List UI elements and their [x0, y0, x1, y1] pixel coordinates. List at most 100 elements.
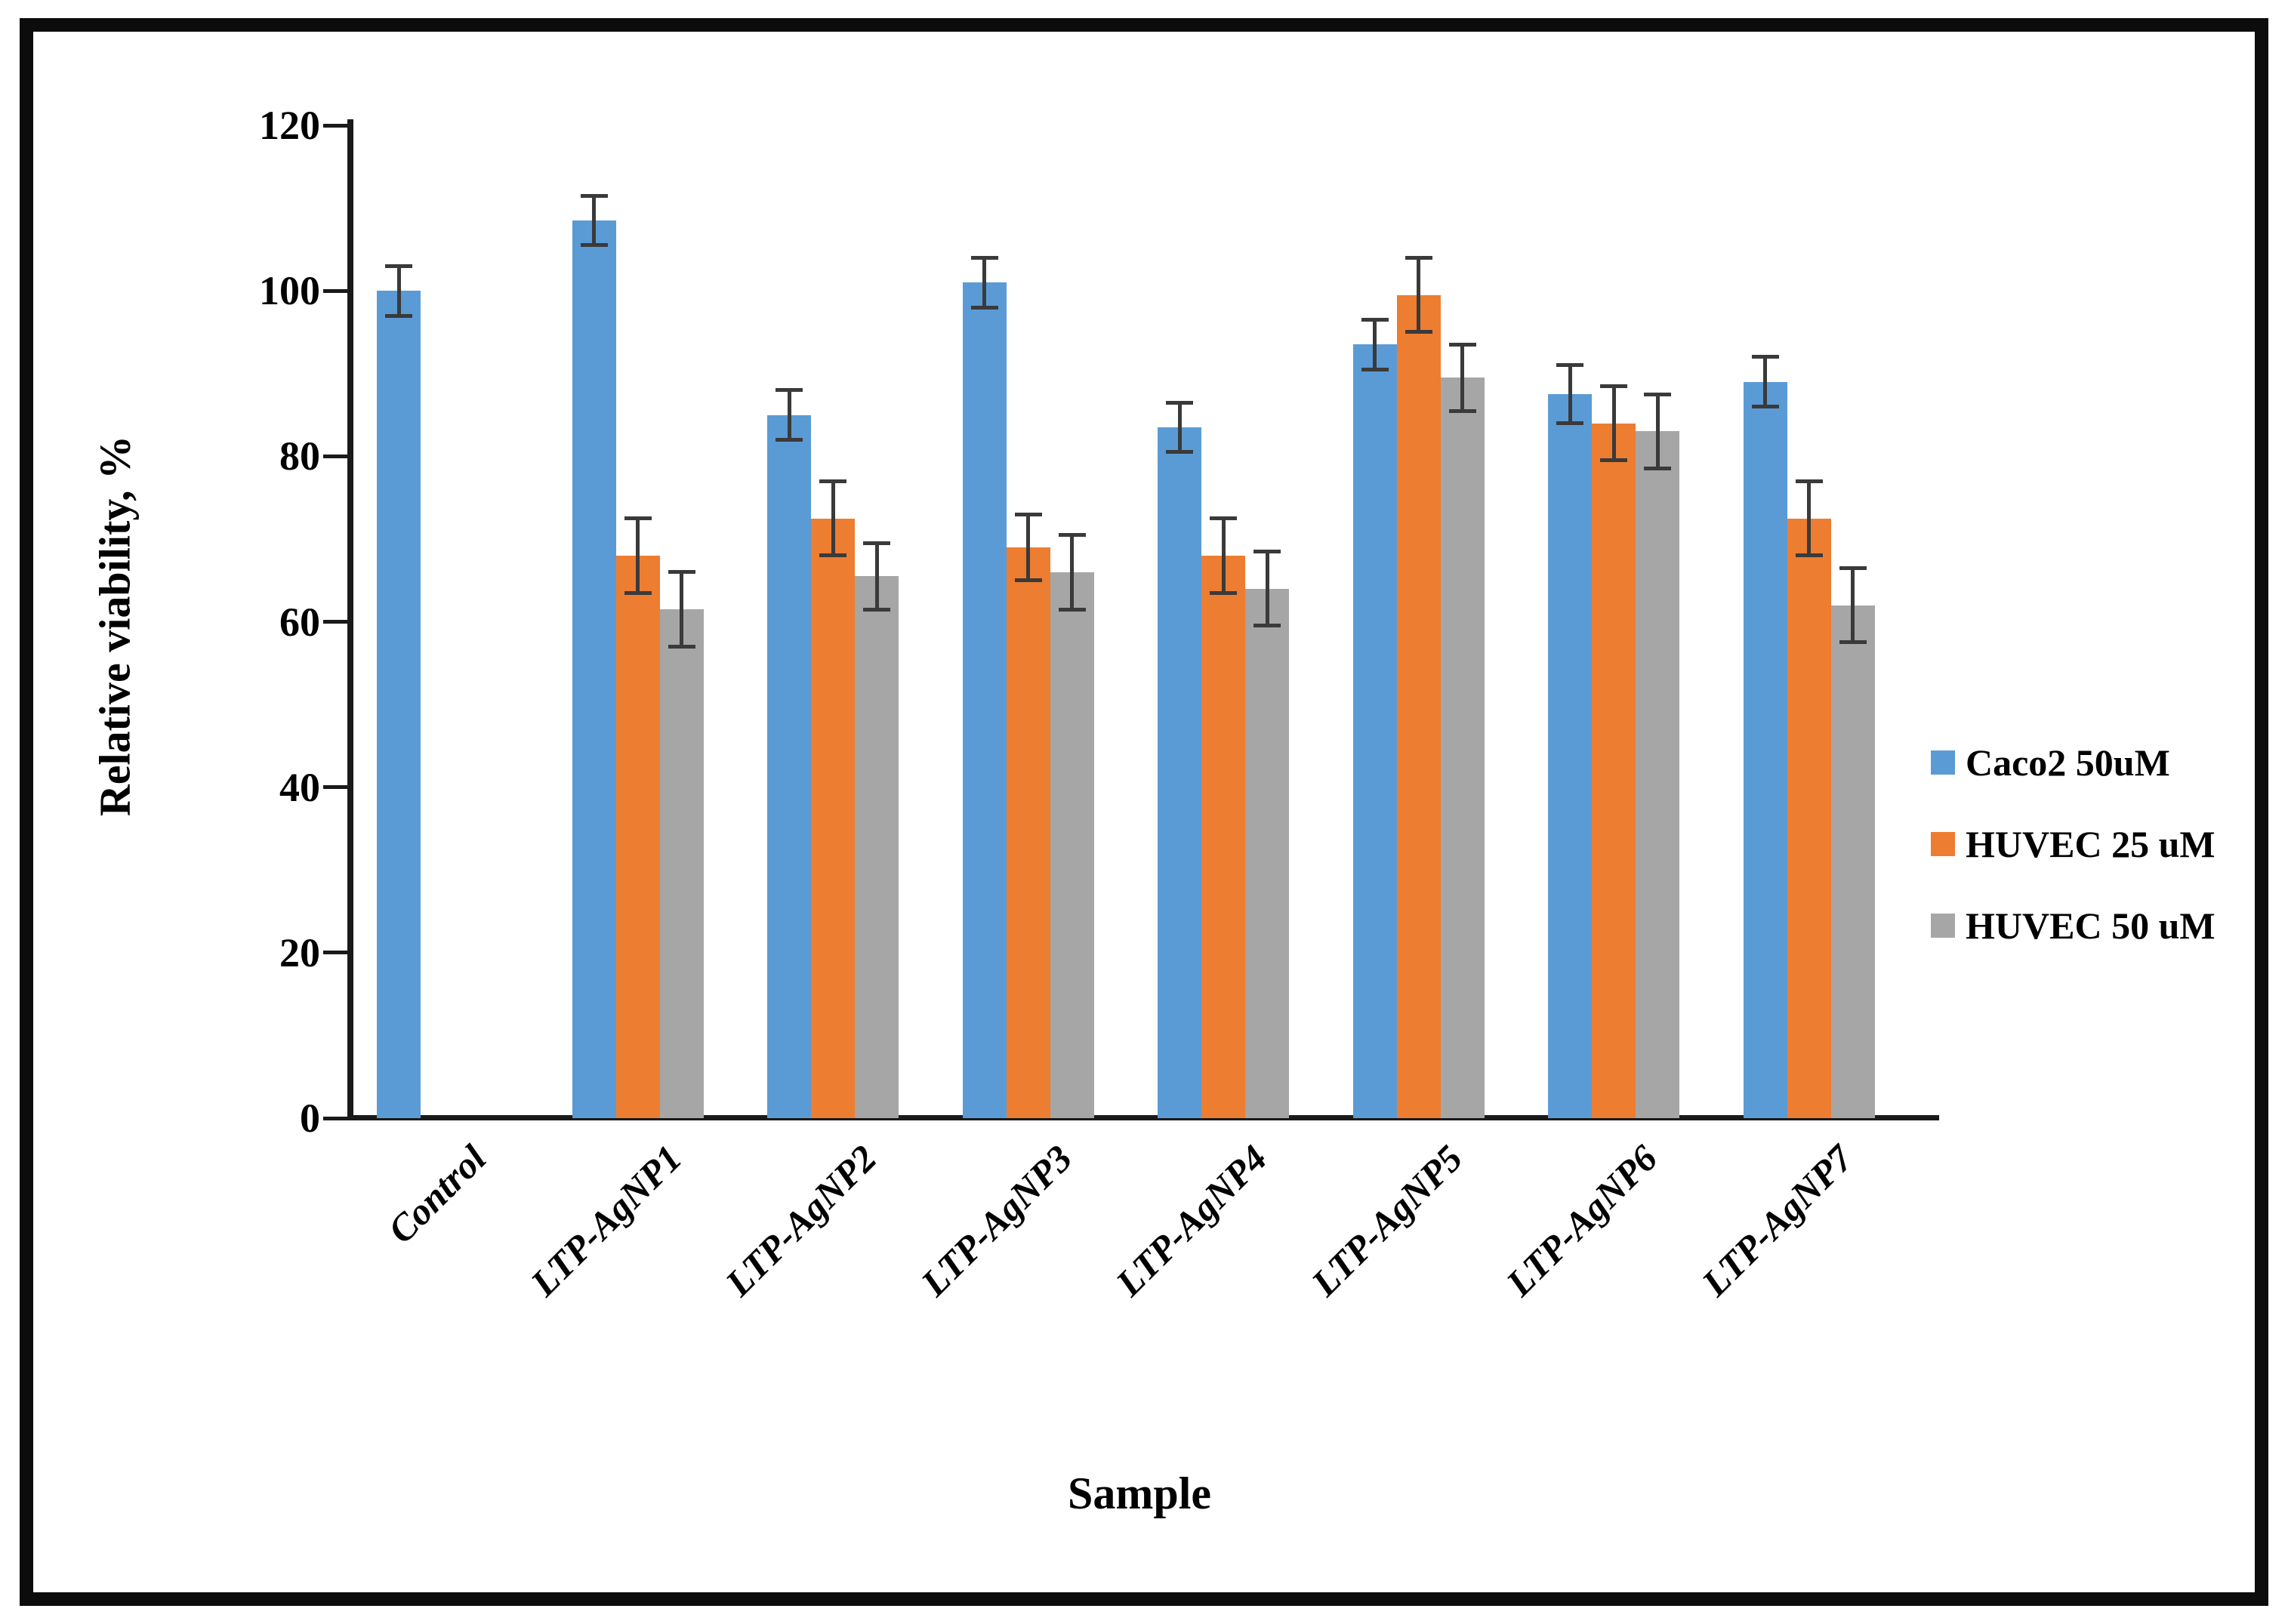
error-bar-cap [624, 516, 652, 521]
error-bar-line [874, 543, 879, 610]
bar-huvec-25-um [1396, 294, 1441, 1118]
error-bar-line [1851, 568, 1855, 643]
error-bar-cap [776, 437, 803, 442]
error-bar-line [1460, 344, 1464, 411]
legend-entry: HUVEC 25 uM [1931, 815, 2216, 873]
error-bar-cap [580, 193, 608, 198]
y-axis-line [347, 119, 353, 1120]
error-bar-line [592, 196, 596, 245]
error-bar-line [1763, 356, 1767, 407]
error-bar-cap [1058, 532, 1086, 537]
bar-huvec-25-um [1006, 547, 1050, 1118]
error-bar-line [831, 481, 835, 556]
error-bar-cap [385, 313, 412, 318]
bar-huvec-50-um [659, 609, 704, 1118]
x-axis-line [347, 1115, 1939, 1120]
error-bar-cap [385, 263, 412, 268]
error-bar-cap [1795, 479, 1823, 483]
error-bar-line [1177, 402, 1182, 452]
bar-huvec-25-um [811, 518, 855, 1118]
bar-huvec-50-um [1050, 572, 1094, 1118]
error-bar-line [1655, 394, 1660, 469]
figure-border: Relative viability, % 0 20 40 60 80 100 120 Co… [20, 18, 2268, 1606]
error-bar-cap [1014, 512, 1042, 516]
error-bar-cap [668, 644, 695, 649]
error-bar-cap [1448, 408, 1476, 413]
error-bar-cap [1795, 553, 1823, 558]
error-bar-cap [580, 243, 608, 248]
error-bar-cap [863, 607, 890, 612]
error-bar-cap [1751, 405, 1779, 409]
legend-label: Caco2 50uM [1966, 741, 2170, 784]
legend-swatch [1931, 750, 1955, 775]
error-bar-cap [1253, 549, 1281, 553]
x-category-label: LTP-AgNP6 [1497, 1136, 1666, 1305]
y-tick-mark [323, 951, 350, 955]
bar-caco2-50um [962, 282, 1007, 1118]
error-bar-cap [1644, 392, 1671, 396]
error-bar-line [1373, 319, 1377, 370]
y-tick-mark [323, 454, 350, 458]
y-tick-mark [323, 123, 350, 128]
error-bar-cap [1839, 640, 1867, 645]
y-axis-title: Relative viability, % [90, 435, 140, 817]
error-bar-cap [1600, 384, 1627, 388]
bar-caco2-50um [1743, 381, 1787, 1118]
error-bar-line [1070, 535, 1074, 610]
bar-huvec-25-um [615, 555, 660, 1118]
error-bar-line [1221, 518, 1226, 593]
y-tick-mark [323, 1116, 350, 1120]
error-bar-cap [1448, 342, 1476, 347]
x-category-label: LTP-AgNP4 [1107, 1136, 1275, 1305]
legend-entry: Caco2 50uM [1931, 734, 2216, 791]
y-tick-label: 80 [279, 433, 320, 479]
y-tick-label: 120 [259, 103, 320, 148]
error-bar-line [680, 572, 683, 647]
error-bar-cap [863, 541, 890, 545]
y-tick-mark [323, 785, 350, 790]
legend-entry: HUVEC 50 uM [1931, 897, 2216, 954]
x-category-label: Control [379, 1136, 495, 1252]
error-bar-cap [970, 255, 998, 260]
error-bar-line [1417, 257, 1420, 332]
error-bar-cap [1210, 516, 1237, 521]
error-bar-line [982, 257, 986, 308]
error-bar-cap [624, 590, 652, 595]
error-bar-line [396, 266, 401, 316]
x-category-label: LTP-AgNP3 [912, 1136, 1080, 1305]
bar-huvec-50-um [855, 576, 899, 1118]
legend-label: HUVEC 50 uM [1966, 904, 2216, 947]
y-tick-label: 100 [259, 268, 320, 314]
bar-caco2-50um [377, 291, 421, 1118]
error-bar-line [1265, 551, 1269, 626]
x-category-label: LTP-AgNP7 [1693, 1136, 1861, 1305]
y-tick-mark [323, 620, 350, 624]
bar-caco2-50um [1352, 344, 1397, 1118]
error-bar-line [636, 518, 640, 593]
error-bar-cap [1556, 421, 1583, 425]
x-category-label: LTP-AgNP2 [717, 1136, 885, 1305]
error-bar-cap [1839, 565, 1867, 570]
bar-huvec-50-um [1830, 605, 1875, 1118]
bar-huvec-25-um [1592, 423, 1636, 1118]
error-bar-cap [1644, 467, 1671, 471]
bar-huvec-50-um [1245, 588, 1289, 1118]
bar-caco2-50um [1158, 427, 1201, 1118]
bar-caco2-50um [572, 220, 616, 1118]
x-axis-title: Sample [1067, 1468, 1212, 1518]
error-bar-cap [819, 553, 846, 558]
error-bar-cap [1751, 355, 1779, 359]
error-bar-cap [776, 388, 803, 393]
error-bar-cap [970, 305, 998, 310]
y-tick-label: 20 [279, 929, 320, 975]
legend-label: HUVEC 25 uM [1966, 823, 2216, 865]
y-tick-label: 60 [279, 599, 320, 645]
bar-huvec-50-um [1440, 377, 1485, 1118]
bar-caco2-50um [767, 414, 811, 1118]
bar-huvec-50-um [1636, 431, 1679, 1118]
error-bar-cap [1361, 367, 1389, 371]
plot-area: 0 20 40 60 80 100 120 Control LTP-AgNP1 LTP-AgNP… [259, 103, 1939, 1304]
legend-swatch [1931, 914, 1955, 938]
error-bar-cap [1058, 607, 1086, 612]
